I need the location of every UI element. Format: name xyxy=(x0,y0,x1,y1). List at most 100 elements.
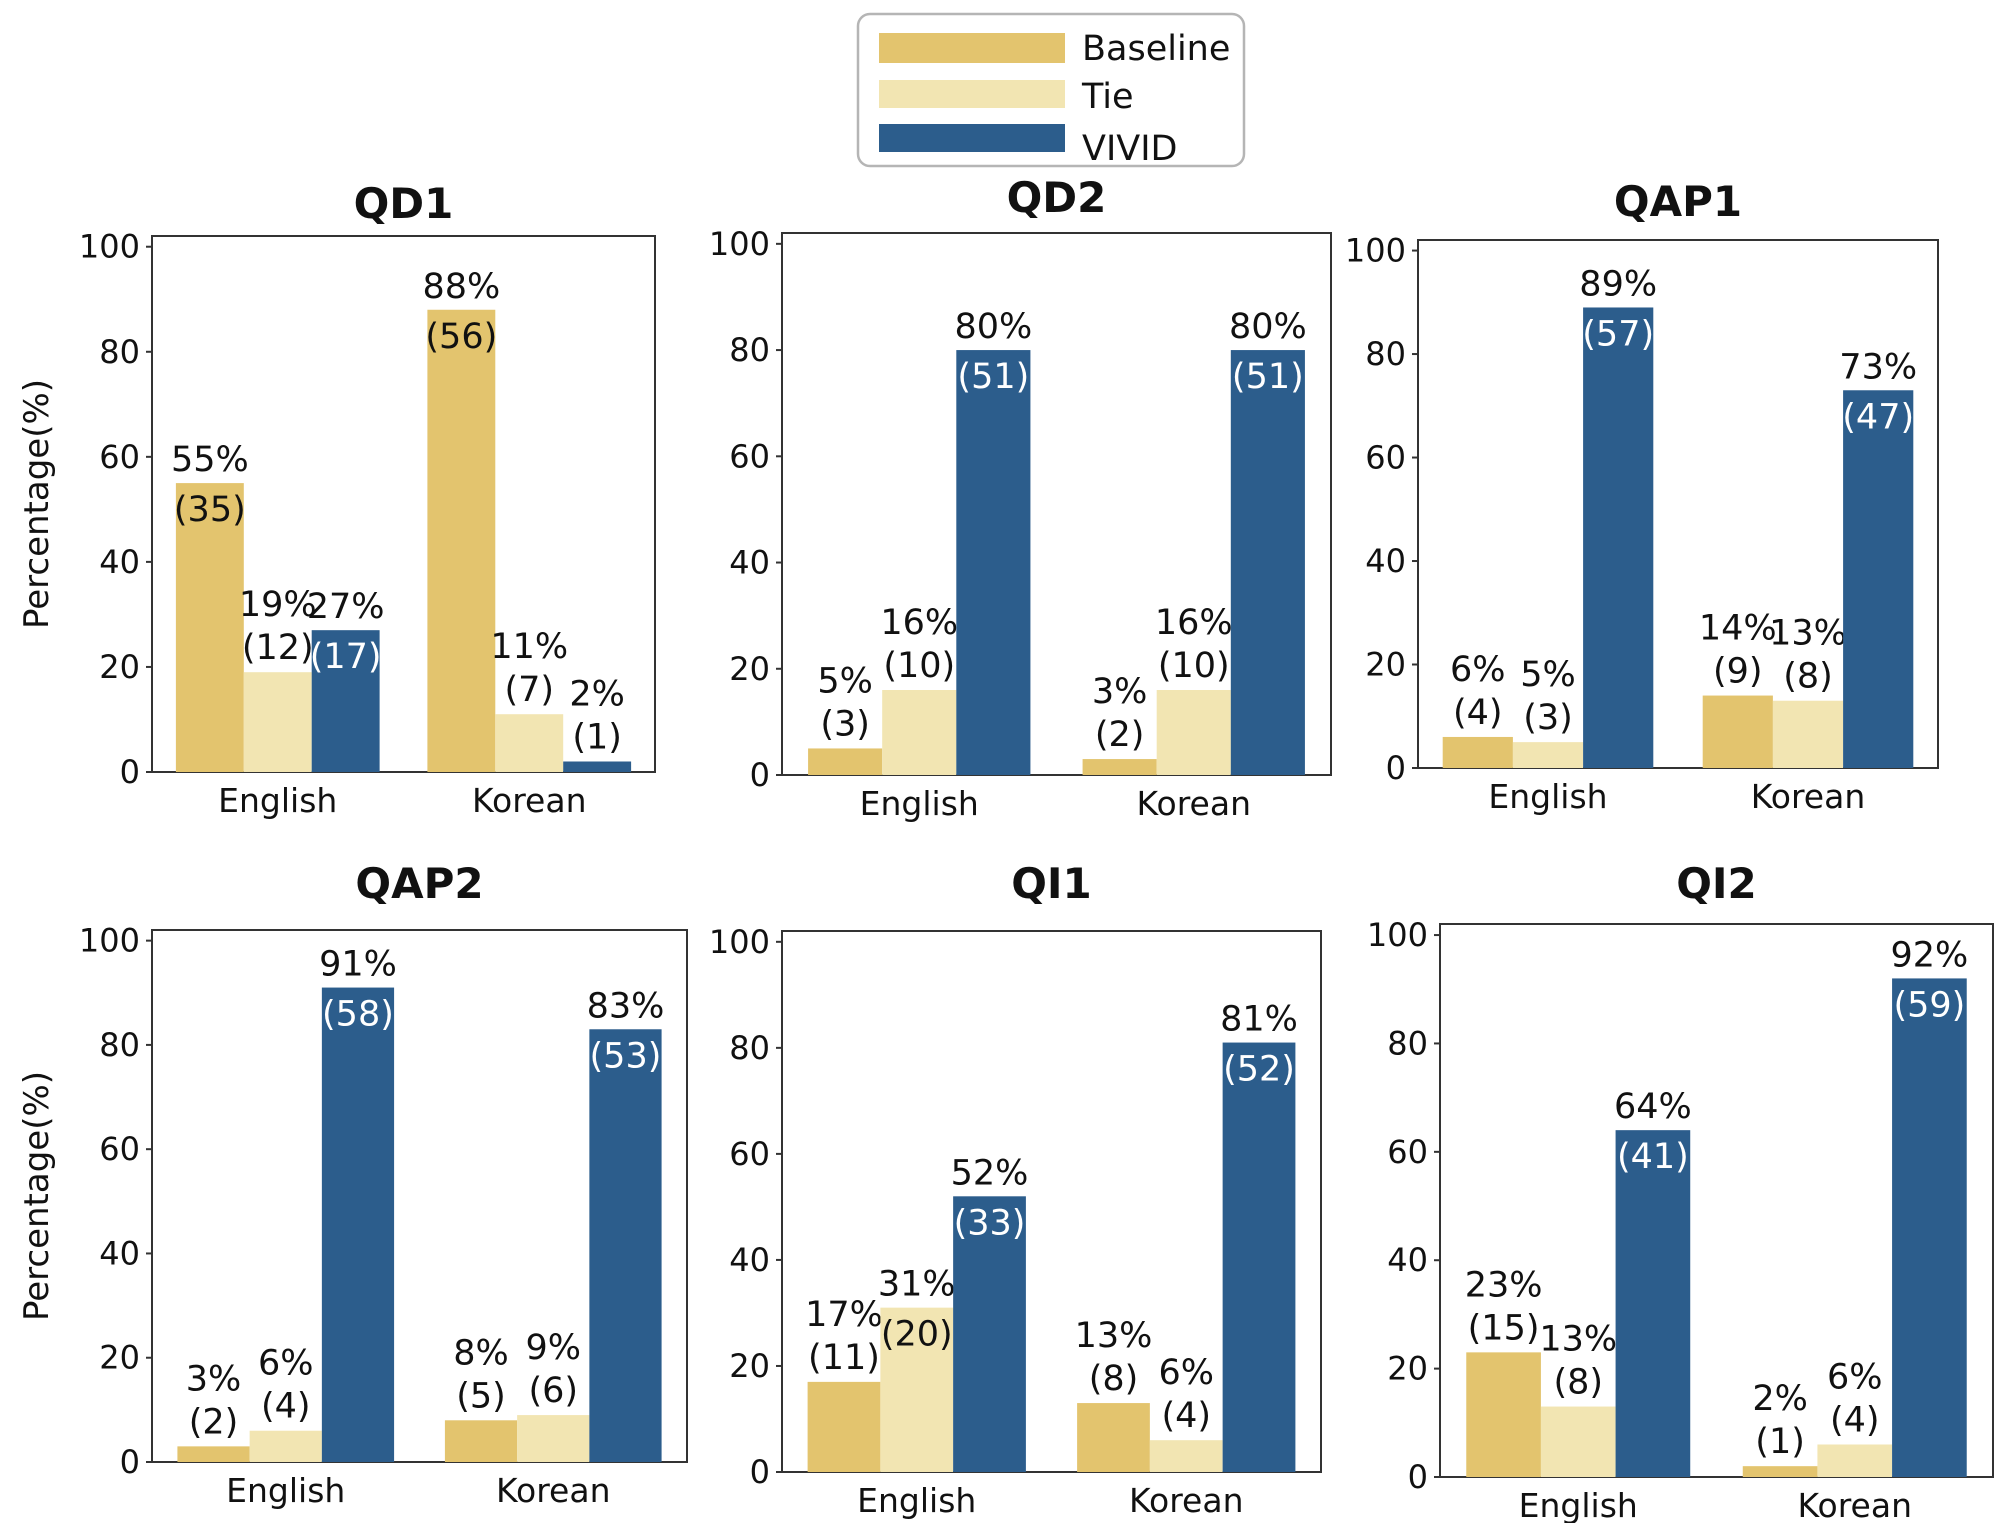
y-tick-label: 40 xyxy=(729,544,770,582)
y-tick-label: 100 xyxy=(1345,232,1406,270)
bar-count-label: (56) xyxy=(425,317,497,357)
plot-frame xyxy=(151,929,688,1463)
bar-count-label: (41) xyxy=(1617,1137,1689,1177)
bar-tie-korean xyxy=(1817,1444,1893,1477)
x-category-label: English xyxy=(860,784,979,823)
bar-count-label: (59) xyxy=(1893,985,1965,1025)
bar-baseline-korean xyxy=(1077,1403,1150,1472)
bar-count-label: (4) xyxy=(1830,1400,1880,1440)
bar-count-label: (8) xyxy=(1089,1359,1139,1399)
bar-count-label: (35) xyxy=(174,490,246,530)
legend-label-baseline: Baseline xyxy=(1082,29,1230,69)
bar-tie-korean xyxy=(495,714,564,772)
bar-tie-english xyxy=(880,1307,954,1472)
legend-swatch-baseline xyxy=(879,33,1065,63)
y-axis-label: Percentage(%) xyxy=(17,1071,57,1321)
y-axis-label: Percentage(%) xyxy=(17,379,57,629)
x-category-label: English xyxy=(1519,1486,1638,1523)
bar-count-label: (2) xyxy=(1095,715,1145,755)
bar-baseline-korean xyxy=(1082,759,1157,775)
bar-percent-label: 52% xyxy=(951,1153,1029,1193)
x-category-label: Korean xyxy=(1751,777,1865,816)
bar-vivid-english xyxy=(321,987,395,1462)
bar-percent-label: 13% xyxy=(1539,1320,1617,1360)
bar-percent-label: 91% xyxy=(319,945,397,985)
y-tick-label: 80 xyxy=(729,1029,770,1067)
y-tick-label: 20 xyxy=(99,1339,140,1377)
bar-percent-label: 9% xyxy=(525,1328,581,1368)
bar-percent-label: 5% xyxy=(817,661,873,701)
bar-count-label: (52) xyxy=(1223,1050,1295,1090)
y-tick-label: 60 xyxy=(99,1130,140,1168)
bar-count-label: (5) xyxy=(456,1376,506,1416)
bar-count-label: (3) xyxy=(820,704,870,744)
bar-percent-label: 5% xyxy=(1520,655,1576,695)
bar-percent-label: 55% xyxy=(171,440,249,480)
bar-percent-label: 6% xyxy=(1158,1353,1214,1393)
bar-percent-label: 13% xyxy=(1075,1316,1153,1356)
bar-count-label: (10) xyxy=(1158,646,1230,686)
plot-frame xyxy=(151,235,656,773)
bar-percent-label: 64% xyxy=(1614,1087,1692,1127)
bar-percent-label: 27% xyxy=(307,587,385,627)
y-tick-label: 80 xyxy=(1387,1024,1428,1062)
y-tick-label: 20 xyxy=(99,648,140,686)
bar-count-label: (17) xyxy=(310,637,382,677)
bar-tie-english xyxy=(882,690,957,775)
y-tick-label: 40 xyxy=(1365,542,1406,580)
bar-percent-label: 13% xyxy=(1769,614,1847,654)
y-tick-label: 20 xyxy=(1365,646,1406,684)
x-category-label: Korean xyxy=(1137,784,1251,823)
y-tick-label: 0 xyxy=(1386,749,1406,787)
y-tick-label: 60 xyxy=(99,438,140,476)
y-tick-label: 80 xyxy=(99,333,140,371)
chart-title: QI1 xyxy=(1011,859,1092,908)
y-tick-label: 80 xyxy=(1365,335,1406,373)
bar-percent-label: 80% xyxy=(954,307,1032,347)
bar-count-label: (53) xyxy=(590,1036,662,1076)
y-tick-label: 40 xyxy=(99,1234,140,1272)
bar-baseline-korean xyxy=(444,1420,518,1462)
bar-count-label: (47) xyxy=(1842,397,1914,437)
bar-percent-label: 89% xyxy=(1579,264,1657,304)
panel-qd2: QD20204060801005%(3)16%(10)80%(51)Englis… xyxy=(709,173,1332,823)
y-tick-label: 100 xyxy=(1367,916,1428,954)
bar-count-label: (8) xyxy=(1783,657,1833,697)
bar-vivid-korean xyxy=(1843,390,1914,768)
panel-qi2: QI2 0 20 40 60 80 100 23%(15) 13%(8) 64% (41) Engli… xyxy=(1367,859,1994,1523)
bar-count-label: (8) xyxy=(1553,1363,1603,1403)
x-category-label: English xyxy=(857,1481,976,1520)
bar-baseline-korean xyxy=(427,309,496,772)
chart-title: QD2 xyxy=(1007,173,1107,222)
bar-count-label: (4) xyxy=(261,1387,311,1427)
plot-frame xyxy=(1417,239,1939,769)
y-tick-label: 80 xyxy=(729,331,770,369)
bar-baseline-english xyxy=(808,748,883,775)
y-tick-label: 100 xyxy=(709,923,770,961)
bar-percent-label: 80% xyxy=(1229,307,1307,347)
bar-percent-label: 17% xyxy=(805,1295,883,1335)
bar-count-label: (3) xyxy=(1523,698,1573,738)
y-tick-label: 100 xyxy=(709,225,770,263)
bar-count-label: (7) xyxy=(504,670,554,710)
x-category-label: Korean xyxy=(1798,1486,1912,1523)
legend: Baseline Tie VIVID xyxy=(856,12,1246,169)
bar-baseline-english xyxy=(1466,1352,1541,1477)
bar-baseline-english xyxy=(1442,736,1513,768)
bar-baseline-korean xyxy=(1702,695,1773,768)
bar-percent-label: 3% xyxy=(1092,672,1148,712)
y-tick-label: 80 xyxy=(99,1026,140,1064)
bar-vivid-korean xyxy=(1222,1042,1296,1472)
bar-percent-label: 81% xyxy=(1220,1000,1298,1040)
bar-count-label: (12) xyxy=(242,628,314,668)
bar-tie-korean xyxy=(517,1415,590,1462)
plot-frame xyxy=(1439,923,1994,1478)
bar-tie-english xyxy=(249,1430,322,1462)
y-tick-label: 60 xyxy=(729,437,770,475)
bar-tie-english xyxy=(1512,742,1584,768)
x-category-label: Korean xyxy=(1129,1481,1243,1520)
bar-count-label: (6) xyxy=(528,1371,578,1411)
x-category-label: Korean xyxy=(496,1471,610,1510)
bar-percent-label: 6% xyxy=(1827,1357,1883,1397)
chart-title: QD1 xyxy=(354,179,454,228)
